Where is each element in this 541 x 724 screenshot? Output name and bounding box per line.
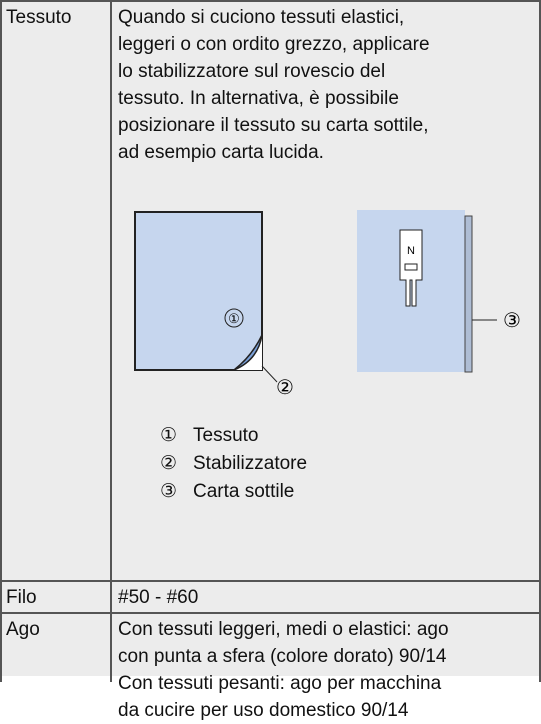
text-line: con punta a sfera (colore dorato) 90/14 bbox=[118, 646, 447, 667]
paper bbox=[464, 215, 473, 373]
row-label: Filo bbox=[6, 587, 37, 608]
text-line: #50 - #60 bbox=[118, 587, 199, 608]
cell bbox=[110, 580, 541, 614]
legend-marker: ① bbox=[160, 425, 178, 446]
legend-marker: ② bbox=[160, 453, 178, 474]
cell bbox=[110, 612, 541, 682]
row-label: Tessuto bbox=[6, 7, 72, 28]
fabric bbox=[134, 211, 263, 371]
illustration: ① ② ③ N bbox=[134, 210, 521, 399]
text-line: Con tessuti leggeri, medi o elastici: ag… bbox=[118, 619, 449, 640]
text-line: da cucire per uso domestico 90/14 bbox=[118, 700, 409, 721]
text-line: Quando si cuciono tessuti elastici, bbox=[118, 7, 405, 28]
cell bbox=[0, 612, 112, 682]
stabilizer bbox=[233, 334, 263, 371]
legend-marker: ③ bbox=[160, 481, 178, 502]
foot-letter: N bbox=[407, 245, 415, 257]
curl-bg bbox=[234, 335, 262, 370]
text-line: leggeri o con ordito grezzo, applicare bbox=[118, 34, 430, 55]
text-line: Con tessuti pesanti: ago per macchina bbox=[118, 673, 442, 694]
cell bbox=[0, 580, 112, 614]
callout-circle bbox=[224, 308, 244, 328]
text-line: posizionare il tessuto su carta sottile, bbox=[118, 115, 429, 136]
callout: ③ bbox=[503, 310, 521, 332]
text-line: lo stabilizzatore sul rovescio del bbox=[118, 61, 386, 82]
cell bbox=[0, 0, 112, 582]
legend-text: Stabilizzatore bbox=[193, 453, 308, 474]
text-line: tessuto. In alternativa, è possibile bbox=[118, 88, 399, 109]
cell bbox=[110, 0, 541, 582]
callout: ① bbox=[228, 311, 240, 326]
legend-text: Tessuto bbox=[193, 425, 259, 446]
leader bbox=[261, 365, 278, 383]
legend-text: Carta sottile bbox=[193, 481, 295, 502]
presser-foot bbox=[399, 229, 423, 307]
foot-slot bbox=[404, 263, 418, 271]
text-line: ad esempio carta lucida. bbox=[118, 142, 324, 163]
callout: ② bbox=[276, 377, 294, 399]
row-label: Ago bbox=[6, 619, 40, 640]
